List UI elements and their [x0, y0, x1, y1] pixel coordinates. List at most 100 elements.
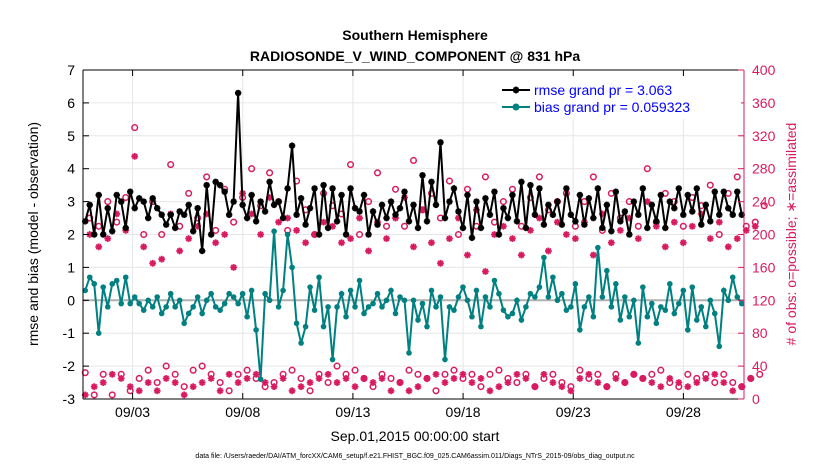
obs-assimilated-point-stroke	[572, 235, 579, 242]
bias-point	[253, 327, 259, 333]
bias-point	[738, 300, 745, 307]
bias-point	[122, 274, 129, 281]
bias-point	[104, 304, 111, 310]
bias-point	[370, 300, 376, 307]
rmse-point-stroke	[316, 231, 323, 238]
rmse-point	[131, 204, 138, 212]
obs-possible-point	[212, 226, 220, 234]
rmse-point	[351, 204, 359, 212]
rmse-point	[203, 181, 210, 189]
rmse-point	[662, 224, 669, 232]
bias-point	[689, 284, 696, 290]
obs-possible-point	[104, 198, 112, 206]
obs-possible-point	[158, 230, 166, 239]
obs-possible-point	[634, 222, 642, 230]
rmse-point	[284, 185, 291, 192]
bias-point	[590, 313, 597, 320]
bias-point	[675, 300, 682, 307]
obs-assimilated-point	[562, 231, 570, 238]
obs-assimilated-point-stroke	[576, 375, 583, 382]
obs-assimilated-point-stroke	[217, 387, 224, 394]
bias-point	[383, 297, 390, 304]
rmse-point-stroke	[572, 218, 579, 225]
rmse-point-stroke	[257, 198, 264, 205]
obs-assimilated-point-stroke	[230, 264, 237, 271]
y-right-tick-label: 40	[752, 358, 768, 374]
y-right-tick-label: 280	[752, 161, 776, 177]
rmse-point-stroke	[167, 211, 174, 218]
obs-possible-point	[203, 173, 211, 181]
obs-assimilated-point	[324, 370, 332, 378]
obs-assimilated-point	[198, 379, 206, 386]
obs-possible-point	[243, 366, 251, 374]
rmse-point-stroke	[716, 211, 723, 218]
rmse-point	[140, 198, 147, 205]
rmse-point-stroke	[365, 231, 372, 238]
rmse-point	[396, 204, 404, 212]
obs-possible-point	[400, 222, 409, 230]
obs-assimilated-point	[540, 370, 548, 378]
rmse-point-stroke	[626, 231, 633, 238]
rmse-point-stroke	[639, 185, 646, 192]
rmse-point-stroke	[311, 185, 318, 192]
rmse-point-stroke	[419, 172, 426, 179]
x-tick-label: 09/03	[115, 404, 150, 420]
rmse-point-stroke	[298, 195, 305, 202]
rmse-point-stroke	[644, 224, 651, 231]
y-right-tick-label: 120	[752, 292, 776, 308]
obs-assimilated-point-stroke	[482, 268, 489, 275]
rmse-point	[221, 188, 228, 195]
bias-point	[181, 320, 187, 327]
rmse-point	[360, 191, 368, 199]
rmse-point-stroke	[154, 205, 161, 212]
obs-assimilated-point	[189, 383, 197, 391]
obs-assimilated-point	[603, 383, 611, 391]
rmse-point-stroke	[397, 205, 403, 212]
obs-assimilated-point-stroke	[185, 235, 192, 242]
x-tick-label: 09/18	[446, 404, 481, 420]
rmse-point	[293, 211, 300, 218]
obs-assimilated-point-stroke	[221, 231, 228, 238]
rmse-point	[482, 195, 489, 202]
bias-point	[631, 297, 637, 304]
bias-point	[586, 294, 592, 300]
bias-point	[523, 304, 529, 310]
data-file-footnote: data file: /Users/raeder/DAI/ATM_forcXX/…	[195, 453, 635, 460]
rmse-point-stroke	[163, 221, 170, 228]
obs-assimilated-point-stroke	[545, 247, 552, 254]
obs-assimilated-point-stroke	[289, 387, 296, 394]
obs-assimilated-point-stroke	[387, 387, 395, 394]
obs-assimilated-point-stroke	[172, 379, 179, 386]
bias-point	[622, 294, 628, 300]
obs-assimilated-point	[221, 231, 229, 238]
rmse-point	[518, 178, 525, 186]
obs-assimilated-point-stroke	[752, 223, 759, 230]
bias-point	[392, 310, 399, 317]
rmse-point-stroke	[450, 185, 457, 192]
bias-point	[617, 317, 624, 323]
bias-point	[649, 300, 655, 307]
rmse-point	[302, 221, 309, 228]
bias-point	[644, 313, 651, 320]
bias-point	[725, 297, 732, 304]
rmse-point	[594, 185, 602, 192]
rmse-point	[716, 211, 723, 218]
obs-assimilated-point-stroke	[199, 379, 206, 386]
rmse-point	[392, 211, 399, 218]
obs-possible-point	[454, 230, 463, 239]
bias-point	[343, 313, 349, 320]
bias-point	[698, 304, 705, 310]
rmse-point-stroke	[109, 228, 116, 235]
rmse-point	[315, 231, 323, 238]
bias-point	[401, 297, 408, 304]
bias-point	[595, 244, 601, 251]
obs-assimilated-point	[612, 375, 620, 382]
y-right-tick-label: 240	[752, 194, 776, 210]
rmse-point-stroke	[684, 192, 691, 198]
bias-point	[185, 310, 192, 317]
rmse-point-stroke	[558, 221, 565, 228]
rmse-point	[522, 224, 530, 232]
obs-assimilated-point-stroke	[100, 379, 107, 386]
y-right-tick-label: 200	[752, 227, 776, 243]
obs-assimilated-point-stroke	[360, 375, 368, 382]
